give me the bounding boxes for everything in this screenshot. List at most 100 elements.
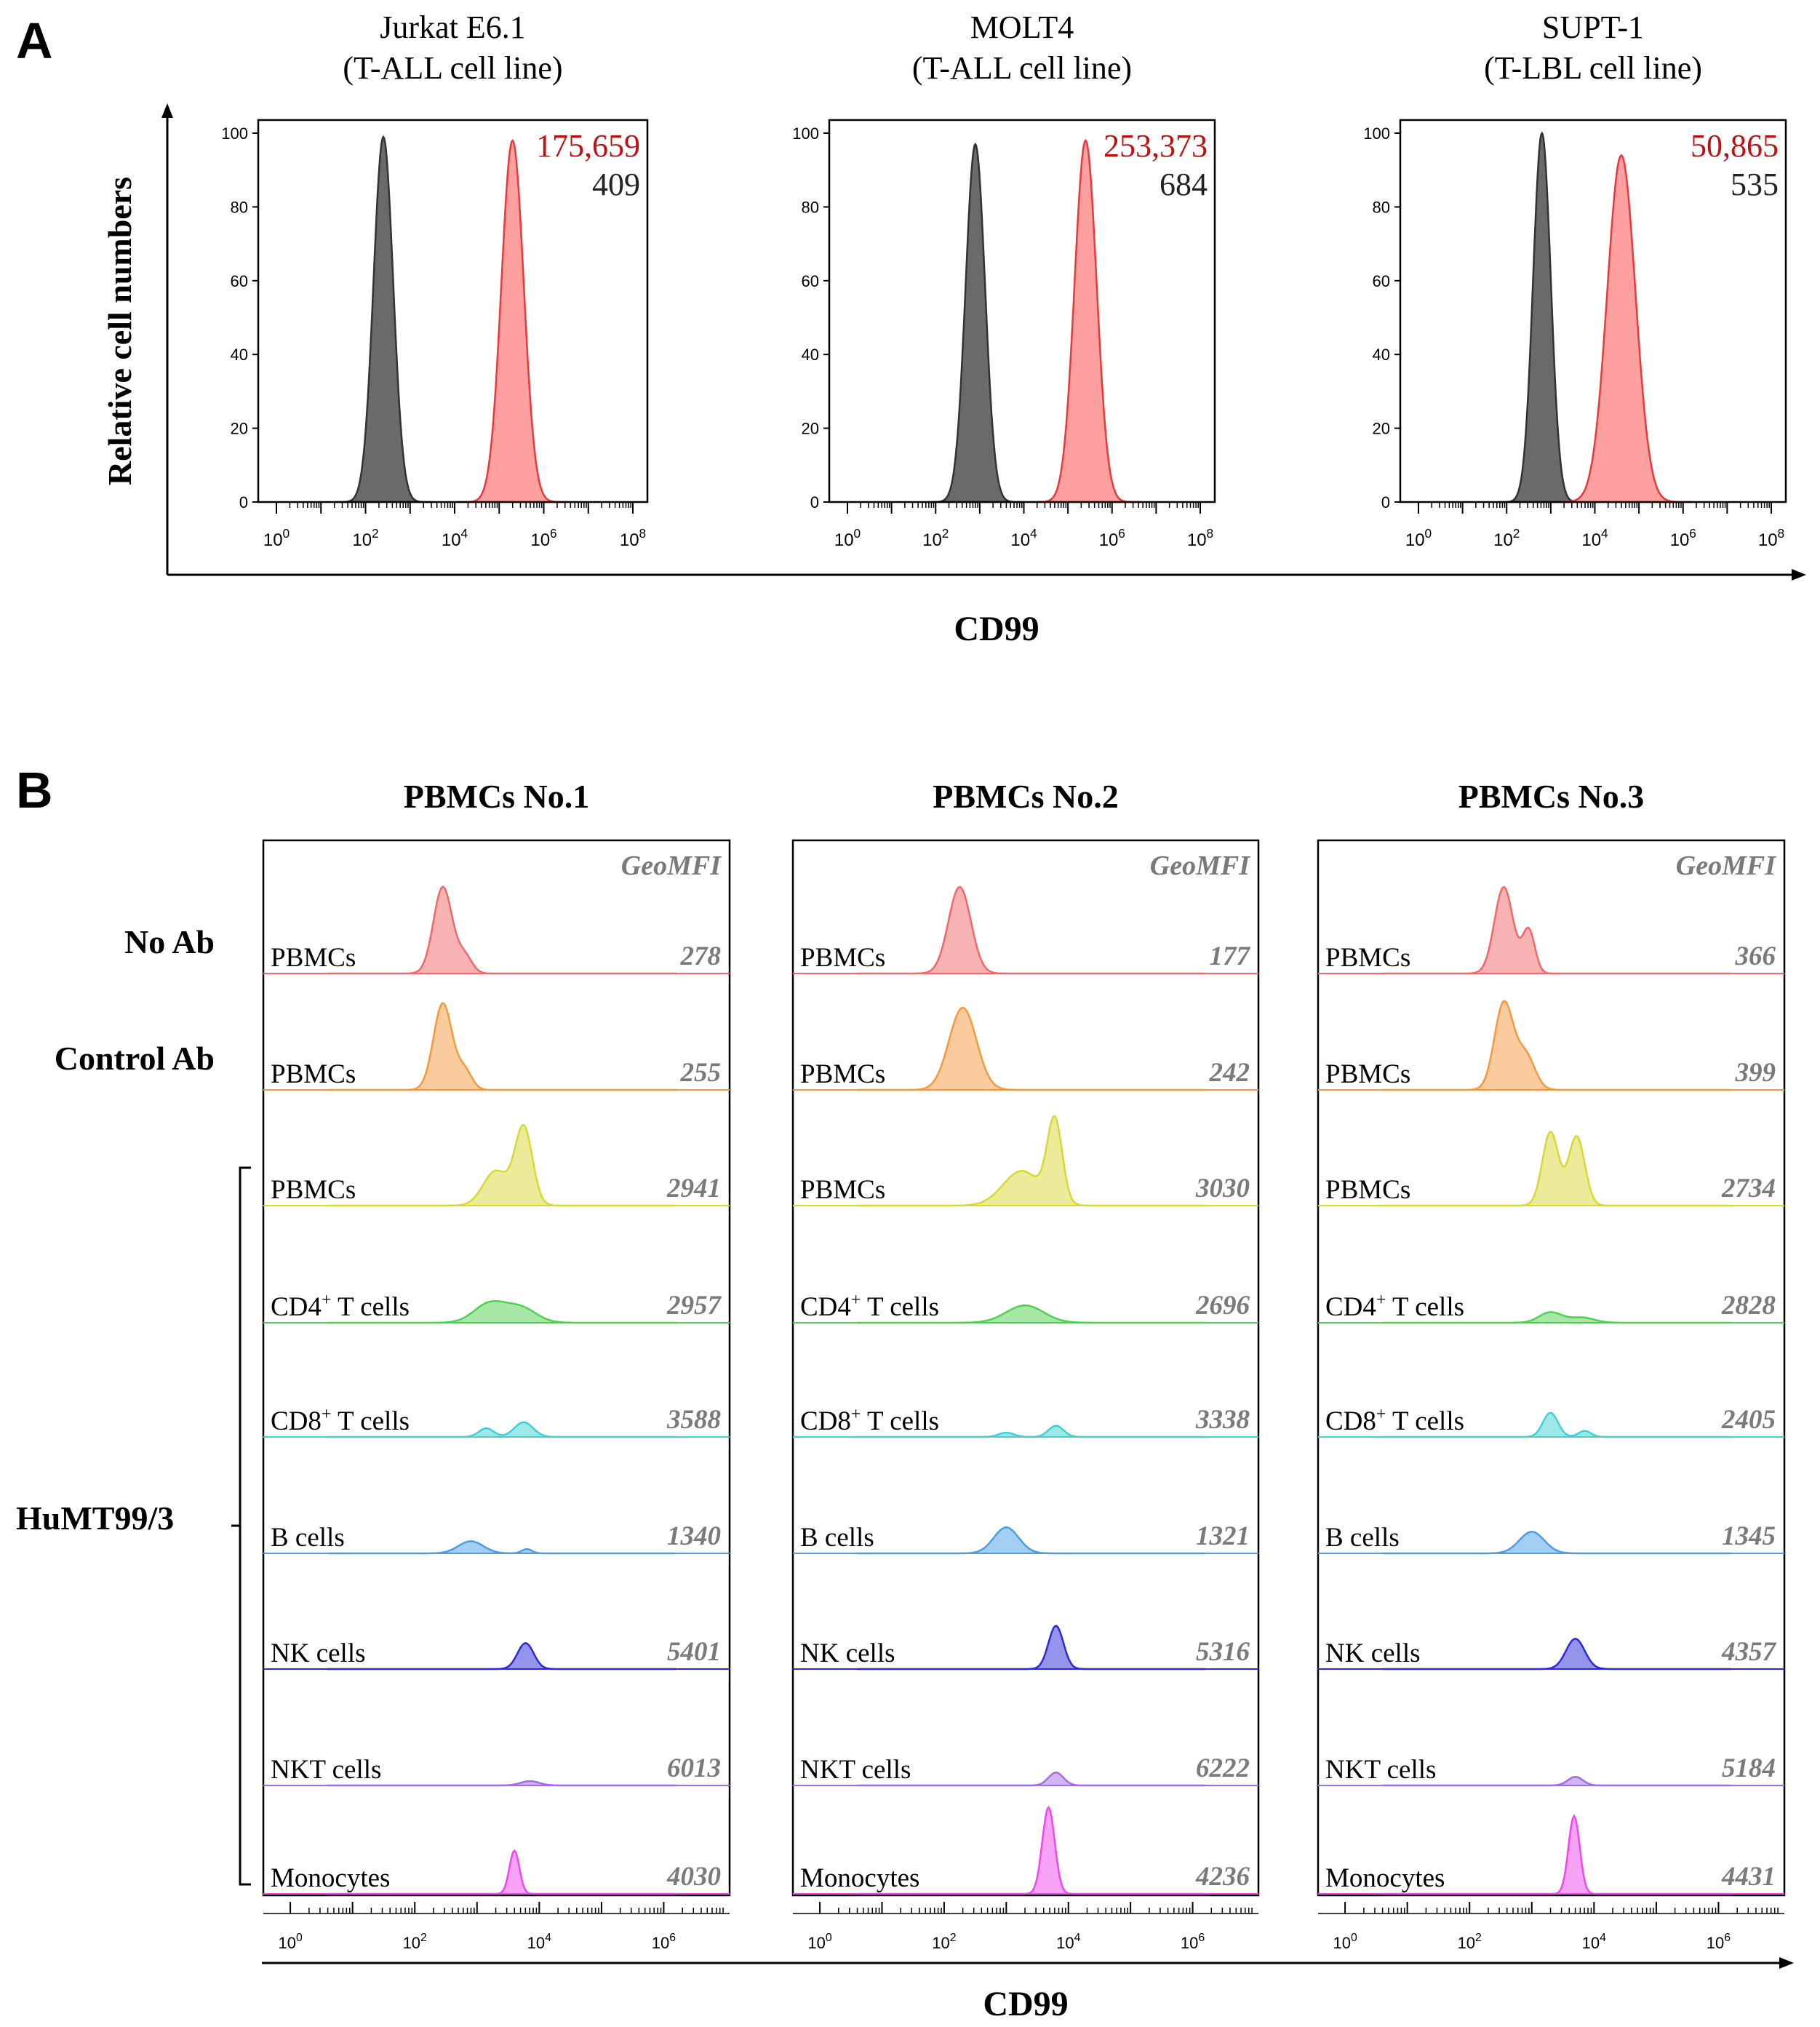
y-tick-label: 60 — [231, 272, 248, 290]
x-tick-label: 100 — [263, 526, 290, 550]
panel-a-letter: A — [16, 12, 53, 69]
row-2: PBMCs 242 — [793, 1006, 1258, 1091]
x-tick-label: 100 — [1333, 1932, 1357, 1952]
geomfi-value: 5401 — [667, 1637, 721, 1667]
y-tick-label: 100 — [221, 124, 248, 143]
row-8: NKT cells 6222 — [793, 1753, 1258, 1787]
plot-title: Jurkat E6.1 — [380, 9, 525, 45]
row-label: PBMCs — [271, 1175, 356, 1205]
panel-b-plot-3: PBMCs No.3 GeoMFI PBMCs 366 PBMCs 399 PBMCs 273… — [1317, 778, 1786, 1952]
y-tick-label: 80 — [231, 198, 248, 216]
x-tick-label: 104 — [1010, 526, 1037, 550]
histogram-control — [927, 142, 1024, 503]
row-label: NK cells — [271, 1638, 366, 1668]
x-tick-label: 104 — [527, 1932, 551, 1952]
histogram-fill — [1382, 1000, 1731, 1090]
histogram-outline — [327, 1002, 676, 1091]
x-tick-label: 100 — [807, 1932, 831, 1952]
row-label: Monocytes — [800, 1863, 919, 1893]
geomfi-value: 278 — [680, 941, 722, 971]
y-tick-label: 60 — [802, 272, 819, 290]
panel-b-x-arrow — [1779, 1957, 1794, 1969]
x-tick-label: 108 — [1758, 526, 1784, 550]
x-tick-label: 104 — [442, 526, 468, 550]
x-tick-label: 106 — [1181, 1932, 1205, 1952]
row-7: NK cells 5401 — [263, 1637, 730, 1670]
row-label: CD8+ T cells — [800, 1405, 939, 1436]
plot-subtitle: (T-ALL cell line) — [912, 50, 1132, 86]
geomfi-value: 177 — [1210, 941, 1251, 971]
row-6: B cells 1340 — [263, 1521, 730, 1555]
x-tick-label: 106 — [530, 526, 556, 550]
histogram-outline — [857, 885, 1205, 975]
histogram-fill — [327, 1643, 676, 1669]
geomfi-value: 2957 — [666, 1291, 722, 1321]
row-label: Monocytes — [1325, 1863, 1445, 1893]
panel-b-plot-2: PBMCs No.2 GeoMFI PBMCs 177 PBMCs 242 PBMCs 303… — [791, 778, 1260, 1952]
row-label: PBMCs — [271, 943, 356, 973]
y-tick-label: 40 — [802, 346, 819, 364]
histogram-outline — [1382, 1638, 1731, 1670]
row-label: B cells — [1325, 1523, 1400, 1553]
plot-subtitle: (T-LBL cell line) — [1484, 50, 1702, 86]
geomfi-value: 4431 — [1721, 1862, 1776, 1892]
row-label: CD8+ T cells — [271, 1405, 410, 1436]
x-tick-label: 106 — [1707, 1932, 1731, 1952]
geomfi-value: 2734 — [1721, 1174, 1776, 1203]
geomfi-value: 2941 — [666, 1174, 721, 1203]
row-6: B cells 1345 — [1318, 1521, 1784, 1555]
histogram-fill — [327, 1003, 676, 1090]
plot-frame — [828, 119, 1216, 503]
geomfi-value: 366 — [1735, 941, 1776, 971]
plot-frame — [1317, 839, 1786, 1897]
histogram-outline — [857, 1006, 1205, 1091]
geomfi-value: 4357 — [1721, 1637, 1777, 1667]
histogram-outline — [1382, 1000, 1731, 1091]
geomfi-value: 5184 — [1722, 1753, 1776, 1783]
histogram-fill — [857, 1625, 1205, 1669]
row-label: B cells — [271, 1523, 345, 1553]
geomfi-value: 3588 — [666, 1405, 721, 1435]
geomfi-value: 5316 — [1196, 1637, 1250, 1667]
row-7: NK cells 5316 — [793, 1625, 1258, 1670]
row-9: Monocytes 4431 — [1318, 1814, 1784, 1895]
row-label: PBMCs — [271, 1059, 356, 1089]
y-tick-label: 80 — [1373, 198, 1390, 216]
panel-b-letter: B — [16, 762, 53, 819]
row-5: CD8+ T cells 2405 — [1318, 1405, 1784, 1438]
geomfi-value: 6013 — [667, 1753, 721, 1783]
row-label: NK cells — [800, 1638, 895, 1668]
histogram-outline — [857, 1526, 1205, 1555]
histogram-fill — [857, 1116, 1205, 1206]
histogram-fill — [857, 1305, 1205, 1323]
row-label-no-ab: No Ab — [124, 923, 215, 960]
panel-b-plot-1: PBMCs No.1 GeoMFI PBMCs 278 PBMCs 255 PBMCs 294… — [262, 778, 731, 1952]
histogram-outline — [1382, 1531, 1731, 1555]
x-tick-label: 106 — [652, 1932, 676, 1952]
row-label: NKT cells — [271, 1755, 381, 1785]
geomfi-header: GeoMFI — [1676, 851, 1776, 881]
row-9: Monocytes 4236 — [793, 1805, 1258, 1895]
row-7: NK cells 4357 — [1318, 1637, 1784, 1670]
row-label: B cells — [800, 1523, 874, 1553]
row-label: CD8+ T cells — [1325, 1405, 1464, 1436]
x-tick-label: 104 — [1582, 1932, 1606, 1952]
row-4: CD4+ T cells 2957 — [263, 1291, 730, 1324]
x-tick-label: 108 — [620, 526, 646, 550]
histogram-outline — [327, 1540, 676, 1555]
row-6: B cells 1321 — [793, 1521, 1258, 1555]
y-tick-label: 20 — [231, 420, 248, 438]
x-tick-label: 104 — [1581, 526, 1608, 550]
panel-b-plots: PBMCs No.1 GeoMFI PBMCs 278 PBMCs 255 PBMCs 294… — [262, 778, 1786, 1952]
y-tick-label: 0 — [239, 493, 248, 511]
geomfi-value: 4236 — [1195, 1862, 1250, 1892]
geomfi-value: 2828 — [1721, 1291, 1776, 1321]
x-tick-label: 102 — [1493, 526, 1520, 550]
y-tick-label: 80 — [802, 198, 819, 216]
plot-frame — [791, 839, 1260, 1897]
x-tick-label: 102 — [403, 1932, 427, 1952]
